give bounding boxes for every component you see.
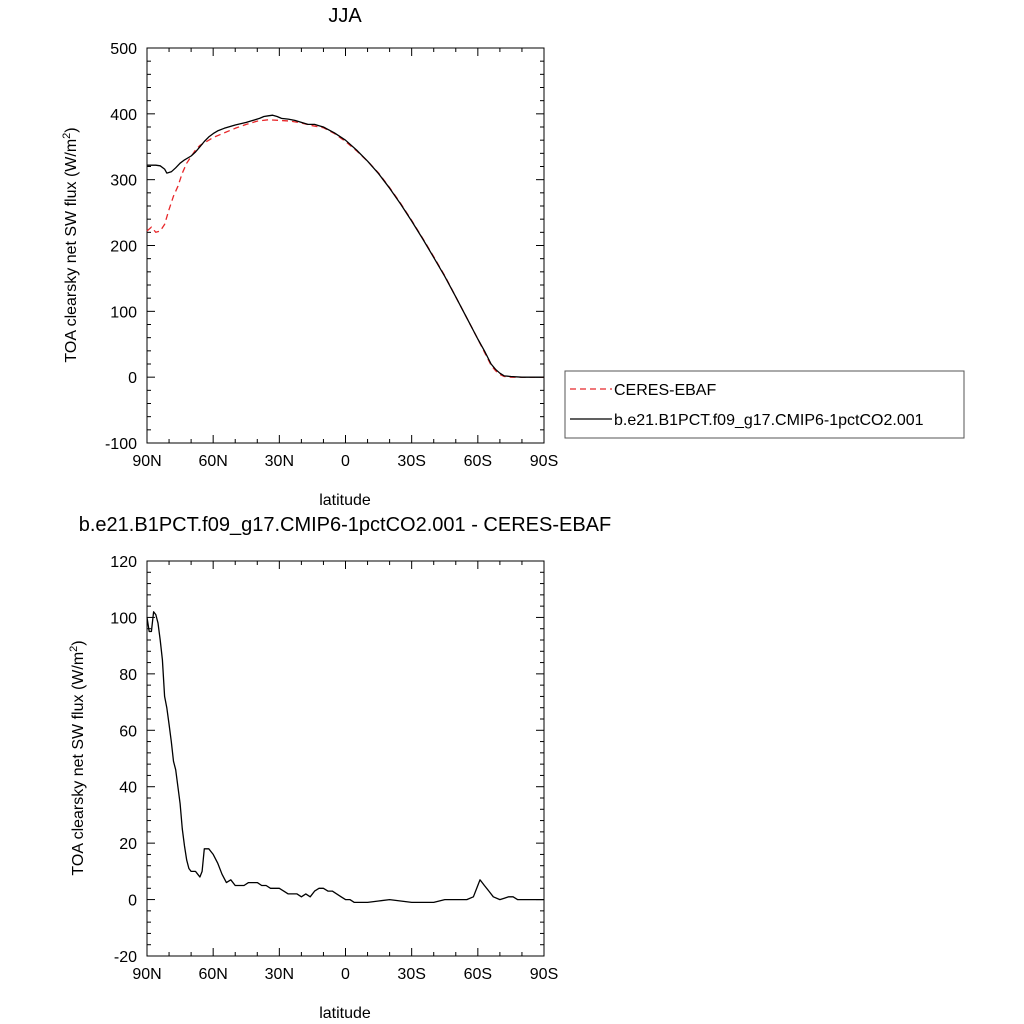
lower-xtick-label: 60N — [198, 966, 227, 983]
upper-ytick-label: 100 — [110, 304, 137, 321]
upper-ytick-label: 500 — [110, 41, 137, 58]
upper-chart-panel: JJA 90N 60N 30N 0 30S 60S 90S 500 400 300 200 100 0 -… — [61, 5, 558, 509]
lower-xtick-label: 60S — [464, 966, 492, 983]
lower-chart-series — [146, 611, 544, 904]
legend-label-model: b.e21.B1PCT.f09_g17.CMIP6-1pctCO2.001 — [614, 412, 924, 429]
upper-chart-series — [146, 114, 544, 378]
lower-xtick-label: 30N — [265, 966, 294, 983]
legend-label-ceres: CERES-EBAF — [614, 382, 716, 399]
upper-ytick-label: 400 — [110, 107, 137, 124]
lower-chart-panel: b.e21.B1PCT.f09_g17.CMIP6-1pctCO2.001 - … — [68, 514, 611, 1022]
upper-plot-frame — [146, 47, 545, 444]
lower-chart-title: b.e21.B1PCT.f09_g17.CMIP6-1pctCO2.001 - … — [79, 514, 611, 536]
upper-xtick-label: 90S — [530, 453, 558, 470]
upper-ytick-label: -100 — [105, 436, 137, 453]
lower-xtick-label: 30S — [397, 966, 425, 983]
upper-xtick-label: 30N — [265, 453, 294, 470]
upper-series-line-1 — [147, 114, 544, 378]
lower-xtick-label: 90N — [132, 966, 161, 983]
lower-chart-ylabel: TOA clearsky net SW flux (W/m2) — [68, 640, 87, 875]
lower-ytick-label: 60 — [119, 723, 137, 740]
upper-chart-axes: 90N 60N 30N 0 30S 60S 90S 500 400 300 200 100 0 -100 — [105, 41, 558, 470]
upper-xtick-label: 0 — [341, 453, 350, 470]
upper-ytick-label: 0 — [128, 370, 137, 387]
upper-chart-xlabel: latitude — [319, 492, 371, 509]
lower-ytick-label: 100 — [110, 610, 137, 627]
lower-chart-xlabel: latitude — [319, 1005, 371, 1022]
upper-xtick-label: 60S — [464, 453, 492, 470]
upper-xtick-label: 90N — [132, 453, 161, 470]
lower-ytick-label: 40 — [119, 780, 137, 797]
legend-box — [564, 370, 965, 439]
upper-chart-legend: CERES-EBAF b.e21.B1PCT.f09_g17.CMIP6-1pc… — [564, 370, 965, 439]
lower-chart-axes: 90N 60N 30N 0 30S 60S 90S 120 100 80 60 40 20 0 -20 — [110, 554, 558, 983]
upper-ytick-label: 200 — [110, 239, 137, 256]
lower-xtick-label: 0 — [341, 966, 350, 983]
lower-series-line-0 — [146, 611, 544, 904]
upper-xtick-label: 30S — [397, 453, 425, 470]
upper-ytick-label: 300 — [110, 173, 137, 190]
lower-xtick-label: 90S — [530, 966, 558, 983]
lower-ytick-label: 20 — [119, 836, 137, 853]
lower-ytick-label: 0 — [128, 893, 137, 910]
upper-xtick-label: 60N — [198, 453, 227, 470]
lower-ytick-label: 80 — [119, 667, 137, 684]
lower-ytick-label: 120 — [110, 554, 137, 571]
lower-ytick-label: -20 — [114, 949, 137, 966]
lower-plot-frame — [146, 560, 545, 957]
upper-chart-title: JJA — [328, 5, 362, 27]
upper-chart-ylabel: TOA clearsky net SW flux (W/m2) — [61, 127, 80, 362]
upper-series-line-0 — [146, 119, 544, 378]
